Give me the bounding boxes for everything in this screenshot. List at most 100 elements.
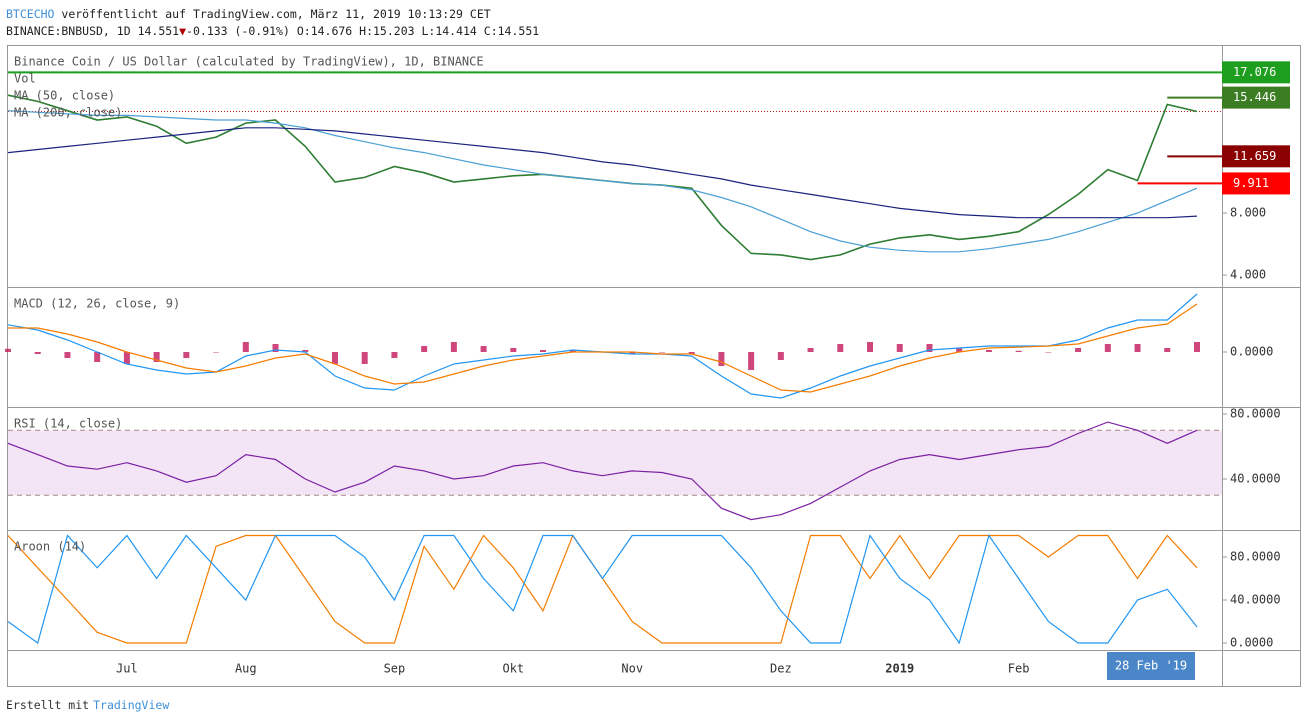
price-label-box <box>1222 172 1290 195</box>
histogram-bar <box>242 342 249 352</box>
publish-line: BTCECHO veröffentlicht auf TradingView.c… <box>6 6 539 23</box>
crosshair-label: 28 Feb '19 <box>1115 659 1187 673</box>
histogram-bar <box>569 350 576 352</box>
y-tick-label: 8.000 <box>1230 206 1266 220</box>
indicator-label: MA (200, close) <box>14 106 122 120</box>
histogram-bar <box>510 348 517 352</box>
y-tick-label: 0.0000 <box>1230 345 1273 359</box>
price-label-box <box>1222 61 1290 84</box>
histogram-bar <box>688 352 695 354</box>
histogram-bar <box>123 352 130 364</box>
histogram-bar <box>1164 348 1171 352</box>
histogram-bar <box>748 352 755 370</box>
x-tick-label: Feb <box>1008 662 1030 676</box>
plots <box>5 71 1222 645</box>
histogram-bar <box>183 352 190 358</box>
histogram-bar <box>1194 342 1200 352</box>
histogram-bar <box>837 344 844 352</box>
brand[interactable]: TradingView <box>93 698 170 712</box>
histogram-bar <box>807 348 814 352</box>
histogram-bar <box>480 346 487 352</box>
series-line <box>7 94 1198 261</box>
made-with: Erstellt mit <box>6 698 90 712</box>
histogram-bar <box>421 346 428 352</box>
price-label-box <box>1222 86 1290 109</box>
histogram-bar <box>391 352 398 358</box>
panel-title: MACD (12, 26, close, 9) <box>14 297 180 311</box>
panel-title: Aroon (14) <box>14 540 86 554</box>
histogram-bar <box>213 352 220 353</box>
histogram-bar <box>361 352 368 364</box>
x-tick-label: Sep <box>384 662 406 676</box>
y-tick-label: 40.0000 <box>1230 471 1281 485</box>
series-line <box>7 110 1198 253</box>
footer: Erstellt mit TradingView <box>6 698 169 712</box>
symbol: BINANCE:BNBUSD, 1D <box>6 24 131 38</box>
price-label-box <box>1222 145 1290 168</box>
y-tick-label: 40.0000 <box>1230 593 1281 607</box>
histogram-bar <box>94 352 101 362</box>
y-tick-label: 80.0000 <box>1230 550 1281 564</box>
histogram-bar <box>331 352 338 364</box>
series-line <box>8 303 1198 393</box>
price-label: 15.446 <box>1233 90 1276 104</box>
histogram-bar <box>867 342 874 352</box>
author[interactable]: BTCECHO <box>6 7 55 21</box>
histogram-bar <box>777 352 784 360</box>
panel-title: Binance Coin / US Dollar (calculated by … <box>14 55 484 69</box>
histogram-bar <box>1045 352 1052 353</box>
indicator-label: Vol <box>14 72 36 86</box>
histogram-bar <box>34 352 41 354</box>
x-tick-label: Dez <box>770 662 792 676</box>
series-line <box>7 534 1198 645</box>
series-line <box>7 293 1198 399</box>
price-label: 11.659 <box>1233 149 1276 163</box>
arrow: ▼ <box>179 24 187 38</box>
histogram-bar <box>1075 348 1082 352</box>
histogram-bar <box>450 342 457 352</box>
frame <box>7 45 1301 687</box>
labels: Jul Aug Sep Okt Nov Dez 2019 Feb 4.000 8.000 Binan… <box>14 55 1290 676</box>
header: BTCECHO veröffentlicht auf TradingView.c… <box>6 6 539 40</box>
histogram-bar <box>64 352 71 358</box>
histogram-bar <box>718 352 725 366</box>
price-label: 9.911 <box>1233 176 1269 190</box>
histogram-bar <box>1015 350 1022 352</box>
series-line <box>7 534 1198 644</box>
symbol-line: BINANCE:BNBUSD, 1D 14.551▼-0.133 (-0.91%… <box>6 23 539 40</box>
price-label: 17.076 <box>1233 65 1276 79</box>
histogram-bar <box>658 352 665 353</box>
histogram-bar <box>1134 344 1141 352</box>
histogram-bar <box>540 350 547 352</box>
x-tick-label: Nov <box>621 662 643 676</box>
x-tick-label: Jul <box>116 662 138 676</box>
x-tick-label: Aug <box>235 662 257 676</box>
histogram-bar <box>1104 344 1111 352</box>
histogram-bar <box>956 348 963 352</box>
x-tick-label: 2019 <box>885 662 914 676</box>
histogram-bar <box>153 352 160 362</box>
ohlc: O:14.676 H:15.203 L:14.414 C:14.551 <box>296 24 540 38</box>
change: -0.133 (-0.91%) <box>186 24 290 38</box>
y-tick-label: 80.0000 <box>1230 407 1281 421</box>
panel-title: RSI (14, close) <box>14 417 122 431</box>
histogram-bar <box>302 350 309 352</box>
histogram-bar <box>272 344 279 352</box>
price: 14.551 <box>137 24 180 38</box>
histogram-bar <box>926 344 933 352</box>
crosshair-box <box>1107 652 1195 680</box>
histogram-bar <box>985 350 992 352</box>
x-tick-label: Okt <box>502 662 524 676</box>
histogram-bar <box>5 348 11 352</box>
series-line <box>7 127 1198 219</box>
rsi-band <box>8 430 1222 496</box>
histogram-bar <box>896 344 903 352</box>
y-tick-label: 4.000 <box>1230 268 1266 282</box>
y-tick-label: 0.0000 <box>1230 636 1273 650</box>
published: veröffentlicht auf TradingView.com, März… <box>61 7 491 21</box>
histogram-bar <box>629 352 636 354</box>
series-line <box>7 421 1198 521</box>
indicator-label: MA (50, close) <box>14 89 115 103</box>
